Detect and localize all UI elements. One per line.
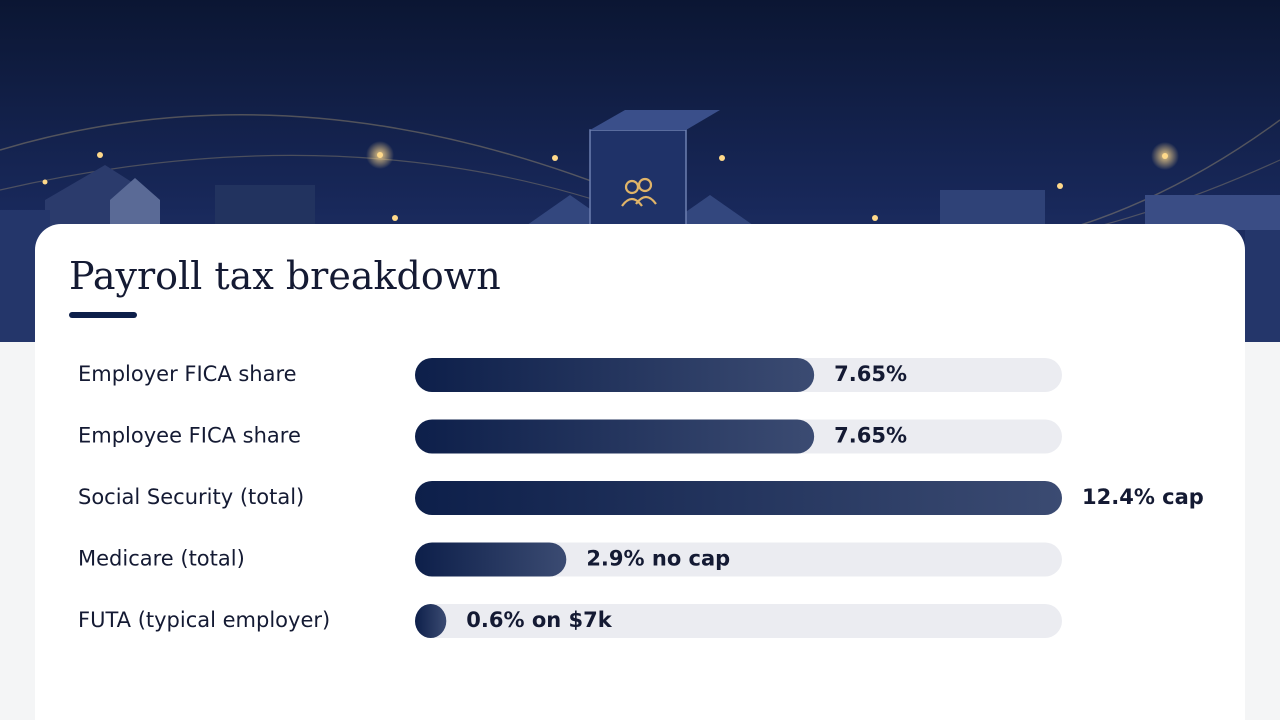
bar-track [415,604,1062,638]
chart-title: Payroll tax breakdown [69,254,501,298]
value-label: 0.6% on $7k [466,608,612,632]
category-label: Medicare (total) [78,547,245,571]
category-label: Social Security (total) [78,485,304,509]
bar-track [415,542,1062,577]
title-underline [69,312,137,318]
category-label: FUTA (typical employer) [78,608,330,632]
category-label: Employer FICA share [78,362,297,386]
bar [415,481,1062,515]
value-label: 7.65% [834,424,907,448]
value-label: 12.4% cap [1082,485,1204,509]
bar [415,419,815,454]
category-label: Employee FICA share [78,424,301,448]
card [35,224,1245,720]
bar [415,358,815,392]
plot: Employer FICA share 7.65% Employee FICA sh… [78,358,1204,638]
bar [415,604,447,638]
value-label: 2.9% no cap [586,547,730,571]
value-label: 7.65% [834,362,907,386]
bar [415,542,567,577]
